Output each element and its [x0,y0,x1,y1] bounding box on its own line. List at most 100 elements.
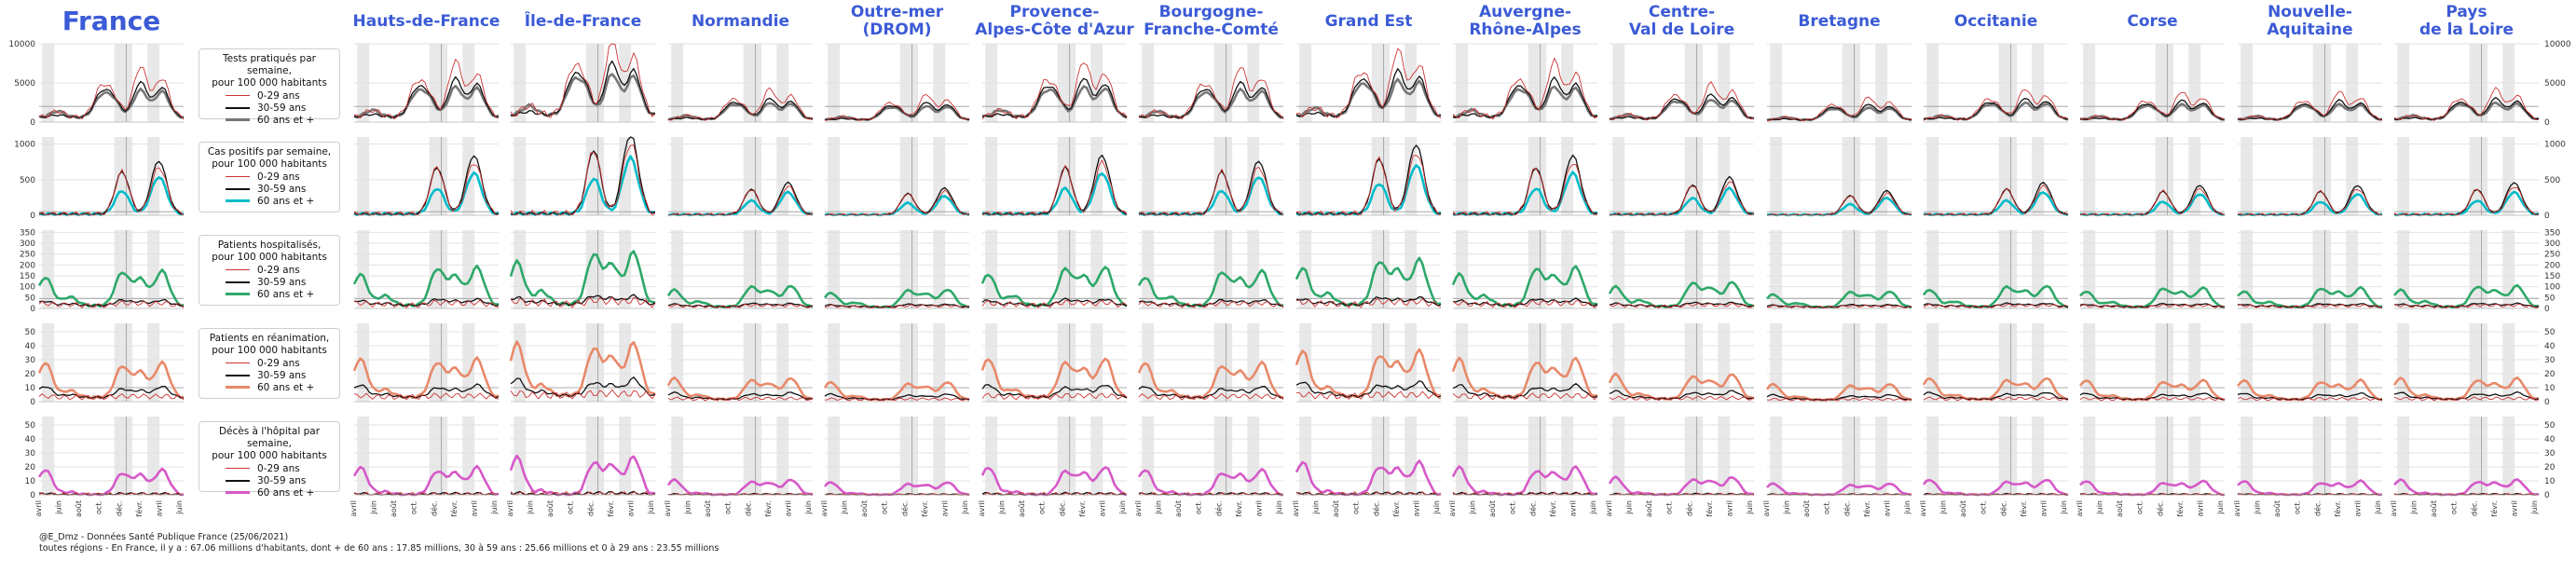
y-tick-label: 0 [2544,212,2550,221]
lockdown-band [147,230,160,308]
lockdown-band [2312,323,2332,402]
y-tick-label: 20 [25,370,36,379]
legend-label: 60 ans et + [257,381,315,393]
series-line-60-ans-et- [1766,106,1912,122]
legend-label: 60 ans et + [257,486,315,499]
region-title: Corse [2127,12,2178,31]
series-line-0-29-ans [38,393,185,401]
series-line-0-29-ans [981,299,1128,308]
y-tick-label: 0 [2544,118,2550,128]
x-tick-label: oct. [1038,500,1047,514]
x-tick-label: avril [1134,500,1143,516]
series-line-0-29-ans [1766,397,1912,402]
lockdown-band [776,323,789,402]
legend-swatch [226,374,250,376]
lockdown-band [1770,323,1783,402]
x-tick-label: déc. [2155,500,2164,516]
series-line-60-ans-et- [1451,465,1598,497]
legend-swatch [226,187,250,190]
y-tick-label: 30 [2544,449,2555,458]
x-tick-label: août [2116,500,2124,517]
lockdown-band [2469,323,2488,402]
lockdown-band [985,417,998,495]
legend-box: Tests pratiqués par semaine, pour 100 00… [199,48,340,126]
series-line-60-ans-et- [352,356,500,400]
x-tick-label: avril [1883,500,1891,516]
x-tick-label: avril [2233,500,2241,516]
legend-box: Décès à l'hôpital par semaine, pour 100 … [199,421,340,499]
lockdown-band [1404,417,1418,495]
series-line-0-29-ans [2393,396,2540,402]
series-line-0-29-ans [510,43,656,118]
x-tick-label: oct. [95,500,103,514]
legend-swatch [226,468,250,469]
legend-entry: 30-59 ans [199,369,339,381]
lockdown-band [42,417,55,495]
y-tick-label: 0 [2544,305,2550,314]
y-tick-label: 200 [2544,261,2560,270]
lockdown-band [1926,230,1939,308]
lockdown-band [1842,230,1861,308]
lockdown-band [1718,323,1731,402]
lockdown-band [1213,417,1233,495]
lockdown-band [619,137,632,215]
series-line-0-29-ans [353,299,500,308]
legend-label: 30-59 ans [257,276,307,288]
x-tick-label: juin [370,500,378,515]
x-tick-label: oct. [1509,500,1517,514]
lockdown-band [1404,323,1418,402]
series-line-60-ans-et- [510,73,656,117]
series-line-0-29-ans [510,389,656,400]
x-tick-label: oct. [1980,500,1988,514]
y-tick-label: 40 [25,435,36,445]
lockdown-band [1684,417,1704,495]
series-line-60-ans-et- [2392,376,2540,402]
lockdown-band [743,230,762,308]
series-line-60-ans-et- [2237,479,2383,497]
legend-swatch [226,176,250,177]
lockdown-band [1057,417,1076,495]
x-tick-label: avril [1605,500,1613,516]
lockdown-band [1684,323,1704,402]
legend-box: Cas positifs par semaine, pour 100 000 h… [199,142,340,212]
lockdown-band [585,230,605,308]
lockdown-band [2155,323,2174,402]
y-tick-label: 10 [2544,477,2555,486]
x-tick-label: oct. [567,500,575,514]
region-title: Outre-mer (DROM) [850,3,944,39]
lockdown-band [1142,417,1155,495]
x-tick-label: août [1645,500,1653,517]
legend-swatch [226,386,250,389]
lockdown-band [1770,137,1783,215]
series-line-60-ans-et- [980,266,1128,308]
x-tick-label: juin [1432,500,1441,515]
lockdown-band [2240,230,2254,308]
series-line-60-ans-et- [1922,478,2069,497]
series-line-0-29-ans [824,304,970,309]
y-tick-label: 40 [25,342,36,351]
lockdown-band [42,323,55,402]
series-line-0-29-ans [981,159,1128,216]
y-tick-label: 50 [2544,328,2555,337]
x-tick-label: avril [349,500,358,516]
y-tick-label: 100 [20,283,35,293]
series-line-60-ans-et- [980,466,1128,497]
x-tick-label: avril [1569,500,1577,516]
lockdown-band [1247,137,1260,215]
series-line-0-29-ans [2393,87,2540,121]
x-tick-label: avril [626,500,635,516]
lockdown-band [1299,137,1312,215]
series-line-30-59-ans [2079,99,2226,121]
region-title: Bourgogne- Franche-Comté [1144,3,1279,39]
x-tick-label: avril [2353,500,2362,516]
x-tick-label: févr. [1548,500,1557,517]
legend-entry: 60 ans et + [199,486,339,499]
series-line-30-59-ans [1766,393,1912,401]
x-tick-label: juin [1275,500,1283,515]
series-line-30-59-ans [38,491,184,496]
x-tick-label: août [390,500,398,517]
x-tick-label: févr. [920,500,929,517]
series-line-30-59-ans [1609,390,1755,401]
x-tick-label: déc. [1684,500,1693,516]
